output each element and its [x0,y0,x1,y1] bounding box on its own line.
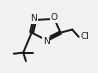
Text: N: N [43,37,49,46]
Text: O: O [51,13,58,22]
Text: Cl: Cl [81,32,89,41]
Text: N: N [30,14,37,23]
